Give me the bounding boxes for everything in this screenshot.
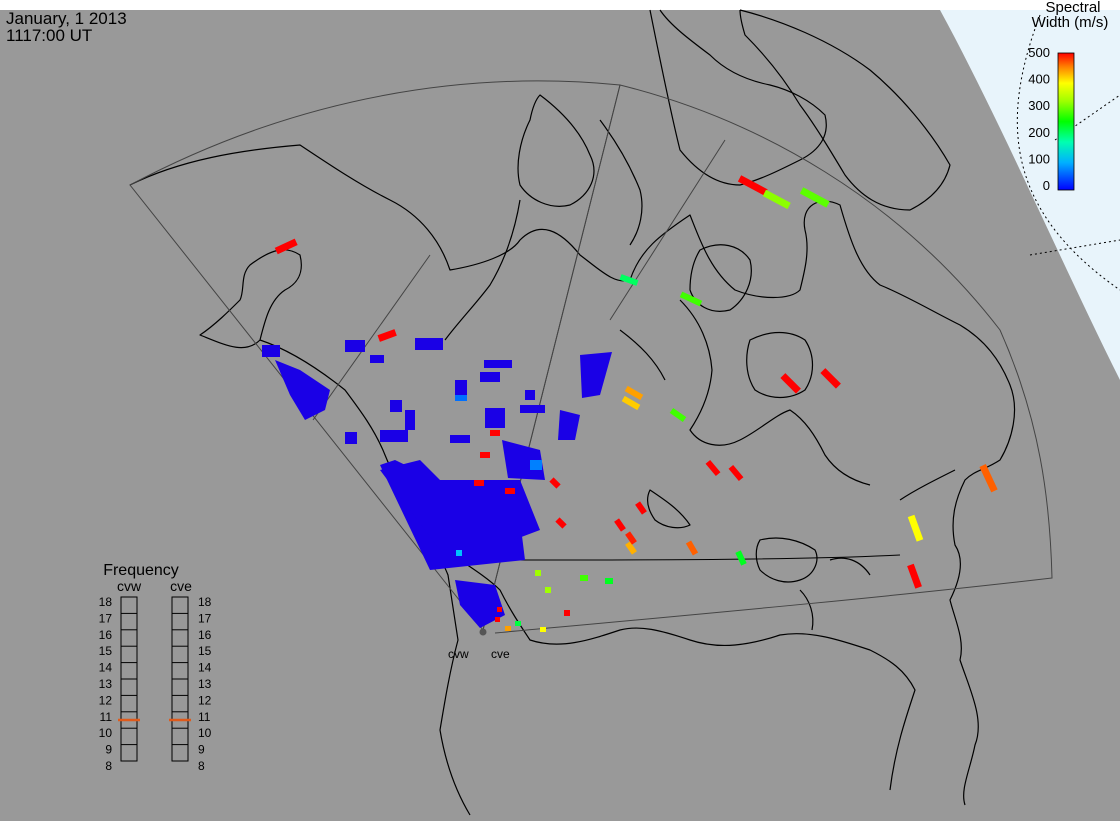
frequency-tick-label: 8 <box>105 759 112 773</box>
radar-label-cve: cve <box>491 647 510 661</box>
frequency-tick-label: 14 <box>198 661 212 675</box>
frequency-tick-label: 16 <box>198 628 212 642</box>
legend-tick-label: 200 <box>1028 125 1050 140</box>
frequency-title: Frequency <box>103 562 179 579</box>
frequency-tick-label: 17 <box>99 611 113 625</box>
time-label: 1117:00 UT <box>6 26 92 45</box>
radar-label-cvw: cvw <box>448 647 469 661</box>
frequency-tick-label: 9 <box>105 743 112 757</box>
daylight-grid-lines <box>1016 14 1120 291</box>
frequency-tick-label: 15 <box>99 644 113 658</box>
daylight-region <box>940 10 1120 380</box>
frequency-tick-label: 10 <box>198 726 212 740</box>
coastlines <box>129 9 1016 816</box>
radar-fov <box>129 80 1053 634</box>
legend-title-line1: Spectral <box>1045 0 1100 16</box>
scatter-colored-cells <box>274 175 998 632</box>
frequency-tick-label: 14 <box>99 661 113 675</box>
scatter-blue-cells <box>262 338 612 628</box>
frequency-ladder: 18 18 17 17 16 16 15 15 14 14 13 13 12 12 11 11 10 10 9 9 8 8 <box>99 595 212 773</box>
top-strip <box>0 0 1120 10</box>
frequency-tick-label: 8 <box>198 759 205 773</box>
legend-color-bar <box>1057 52 1075 191</box>
legend-tick-label: 100 <box>1028 151 1050 166</box>
frequency-tick-label: 12 <box>198 693 212 707</box>
frequency-tick-label: 11 <box>100 710 113 724</box>
frequency-panel: Frequency cvw cve 18 18 17 17 16 16 15 15 14 14 13… <box>99 562 212 773</box>
legend-tick-label: 500 <box>1028 45 1050 60</box>
legend-title-line2: Width (m/s) <box>1032 14 1109 31</box>
frequency-tick-label: 12 <box>99 693 113 707</box>
date-label: January, 1 2013 <box>6 9 127 28</box>
legend-tick-label: 300 <box>1028 98 1050 113</box>
frequency-tick-label: 17 <box>198 611 212 625</box>
legend-tick-label: 0 <box>1043 178 1050 193</box>
frequency-radar-left: cvw <box>117 578 142 594</box>
radar-site-marker <box>479 628 487 636</box>
frequency-radar-right: cve <box>170 578 192 594</box>
frequency-tick-label: 13 <box>99 677 113 691</box>
frequency-tick-label: 11 <box>198 710 211 724</box>
legend-tick-label: 400 <box>1028 72 1050 87</box>
frequency-tick-label: 13 <box>198 677 212 691</box>
frequency-tick-label: 18 <box>198 595 212 609</box>
border-line <box>519 554 901 561</box>
frequency-tick-label: 9 <box>198 743 205 757</box>
frequency-tick-label: 16 <box>99 628 113 642</box>
frequency-tick-label: 15 <box>198 644 212 658</box>
frequency-tick-label: 18 <box>99 595 113 609</box>
spectral-width-legend: Spectral Width (m/s) 500 400 300 200 100 0 <box>1028 0 1108 193</box>
legend-ticks: 500 400 300 200 100 0 <box>1028 45 1050 193</box>
frequency-tick-label: 10 <box>99 726 113 740</box>
